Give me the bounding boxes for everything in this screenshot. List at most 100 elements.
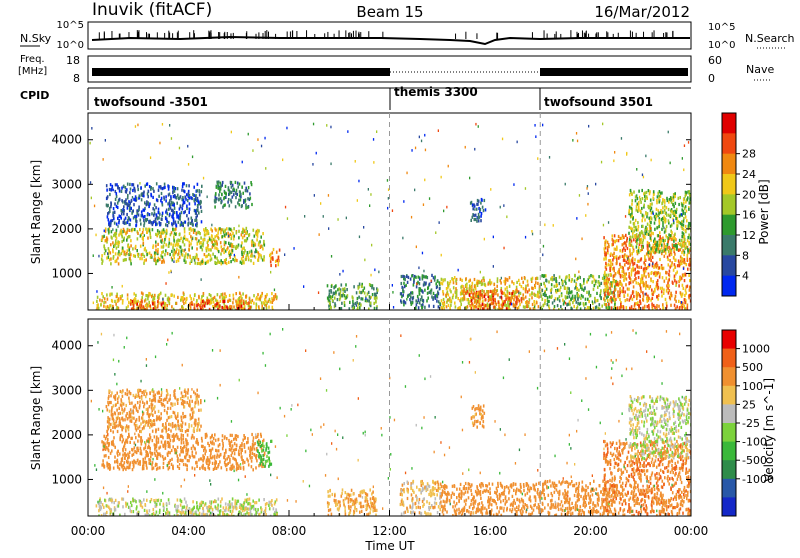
data-cell (216, 234, 218, 237)
data-cell (674, 195, 676, 198)
data-cell (218, 198, 220, 201)
data-cell (144, 221, 146, 224)
data-cell (444, 303, 446, 306)
speckle-cell (162, 298, 163, 301)
data-cell (172, 244, 174, 247)
data-cell (189, 511, 191, 514)
speckle-cell (314, 194, 315, 197)
data-cell (221, 262, 223, 265)
data-cell (679, 239, 681, 242)
data-cell (577, 277, 579, 280)
data-cell (604, 293, 606, 296)
data-cell (613, 269, 615, 272)
data-cell (487, 283, 489, 286)
data-cell (636, 250, 638, 253)
data-cell (512, 292, 514, 295)
data-cell (501, 296, 503, 299)
data-cell (203, 292, 205, 295)
data-cell (654, 241, 656, 244)
data-cell (668, 201, 670, 204)
data-cell (655, 274, 657, 277)
data-cell (623, 294, 625, 297)
data-cell (449, 307, 451, 310)
data-cell (624, 253, 626, 256)
speckle-cell (595, 183, 596, 186)
data-cell (674, 275, 676, 278)
data-cell (484, 295, 486, 298)
speckle-cell (293, 247, 294, 250)
data-cell (673, 240, 675, 243)
data-cell (552, 301, 554, 304)
data-cell (237, 182, 239, 185)
data-cell (163, 231, 165, 234)
data-cell (416, 303, 418, 306)
data-cell (173, 204, 175, 207)
speckle-cell (475, 123, 476, 126)
data-cell (204, 504, 206, 507)
data-cell (145, 218, 147, 221)
data-cell (229, 305, 231, 308)
data-cell (634, 235, 636, 238)
data-cell (211, 298, 213, 301)
data-cell (272, 299, 274, 302)
data-cell (220, 182, 222, 185)
data-cell (193, 198, 195, 201)
data-cell (436, 294, 438, 297)
data-cell (635, 302, 637, 305)
speckle-cell (575, 258, 576, 261)
data-cell (442, 282, 444, 285)
data-cell (455, 291, 457, 294)
data-cell (164, 183, 166, 186)
data-cell (125, 190, 127, 193)
data-cell (115, 303, 117, 306)
data-cell (597, 286, 599, 289)
data-cell (141, 304, 143, 307)
speckle-cell (419, 292, 420, 295)
data-cell (358, 296, 360, 299)
data-cell (233, 305, 235, 308)
data-cell (215, 299, 217, 302)
data-cell (248, 186, 250, 189)
data-cell (104, 297, 106, 300)
data-cell (205, 262, 207, 265)
data-cell (109, 304, 111, 307)
data-cell (208, 509, 210, 512)
data-cell (173, 295, 175, 298)
data-cell (589, 294, 591, 297)
data-cell (245, 189, 247, 192)
data-cell (595, 306, 597, 309)
data-cell (146, 306, 148, 309)
data-cell (117, 186, 119, 189)
speckle-cell (446, 206, 447, 209)
speckle-cell (652, 263, 653, 266)
data-cell (201, 513, 203, 516)
data-cell (224, 234, 226, 237)
data-cell (211, 241, 213, 244)
data-cell (538, 305, 540, 308)
data-cell (337, 298, 339, 301)
data-cell (364, 291, 366, 294)
data-cell (565, 287, 567, 290)
data-cell (150, 193, 152, 196)
data-cell (242, 292, 244, 295)
data-cell (136, 212, 138, 215)
speckle-cell (173, 260, 174, 263)
data-cell (524, 306, 526, 309)
data-cell (686, 263, 688, 266)
speckle-cell (171, 257, 172, 260)
data-cell (494, 305, 496, 308)
speckle-cell (387, 179, 388, 182)
data-cell (585, 298, 587, 301)
data-cell (657, 241, 659, 244)
data-cell (593, 307, 595, 310)
speckle-cell (285, 206, 286, 209)
speckle-cell (264, 137, 265, 140)
data-cell (186, 193, 188, 196)
data-cell (674, 248, 676, 251)
data-cell (230, 228, 232, 231)
data-cell (141, 193, 143, 196)
data-cell (278, 263, 280, 266)
data-cell (641, 277, 643, 280)
data-cell (196, 299, 198, 302)
